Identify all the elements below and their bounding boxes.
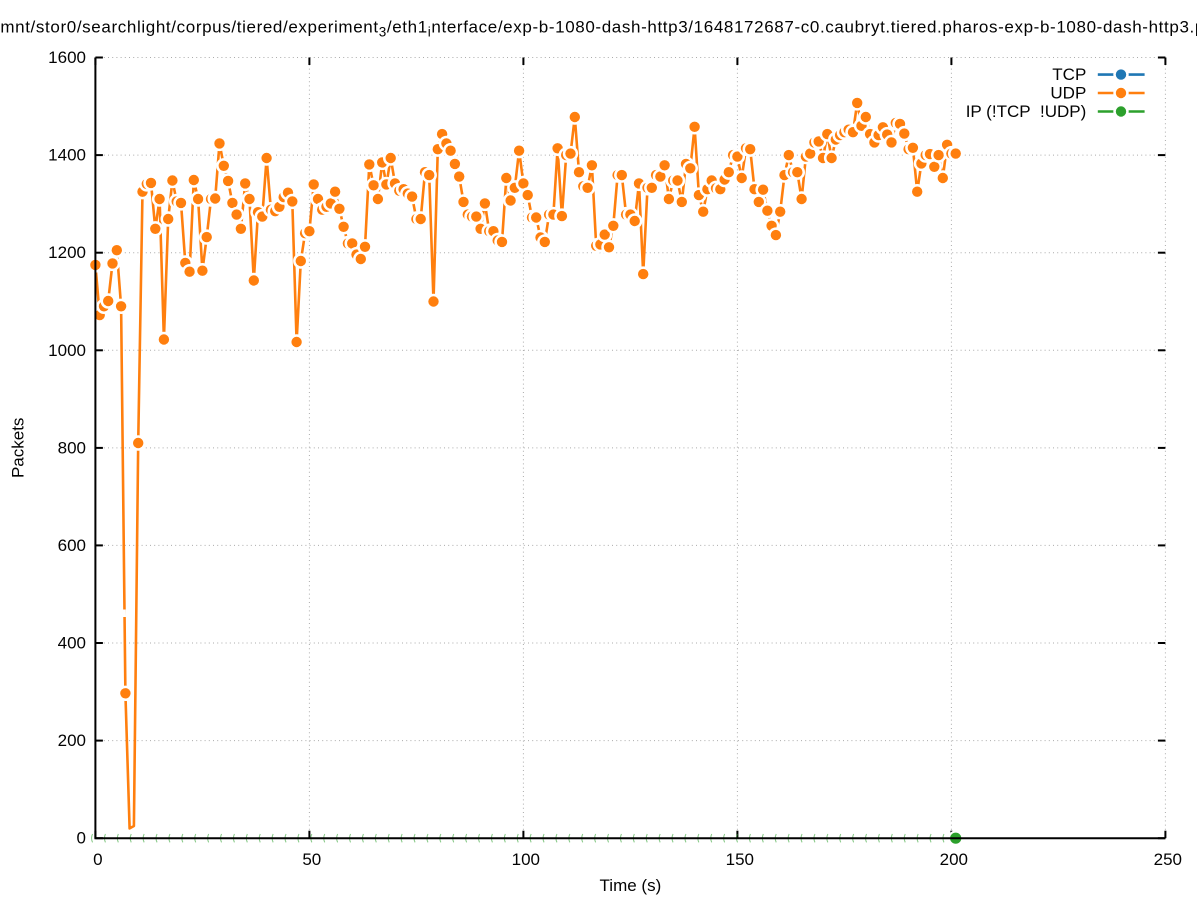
svg-text:50: 50 xyxy=(302,850,321,869)
svg-text:0: 0 xyxy=(77,829,86,848)
svg-text:1400: 1400 xyxy=(48,146,86,165)
svg-text:IP (!TCP !UDP): IP (!TCP !UDP) xyxy=(966,102,1087,121)
svg-text:Time (s): Time (s) xyxy=(600,876,662,895)
svg-text:UDP: UDP xyxy=(1050,84,1086,103)
svg-text:400: 400 xyxy=(58,634,86,653)
svg-text:600: 600 xyxy=(58,536,86,555)
svg-text:1000: 1000 xyxy=(48,341,86,360)
svg-text:1600: 1600 xyxy=(48,48,86,67)
svg-text:800: 800 xyxy=(58,438,86,457)
svg-text:250: 250 xyxy=(1154,850,1182,869)
svg-text:/mnt/stor0/searchlight/corpus/: /mnt/stor0/searchlight/corpus/tiered/exp… xyxy=(0,17,1197,39)
svg-text:200: 200 xyxy=(58,731,86,750)
svg-text:Packets: Packets xyxy=(9,418,28,478)
svg-text:100: 100 xyxy=(512,850,540,869)
svg-text:150: 150 xyxy=(726,850,754,869)
svg-text:200: 200 xyxy=(940,850,968,869)
svg-text:TCP: TCP xyxy=(1052,65,1086,84)
svg-text:0: 0 xyxy=(93,850,102,869)
svg-text:1200: 1200 xyxy=(48,243,86,262)
